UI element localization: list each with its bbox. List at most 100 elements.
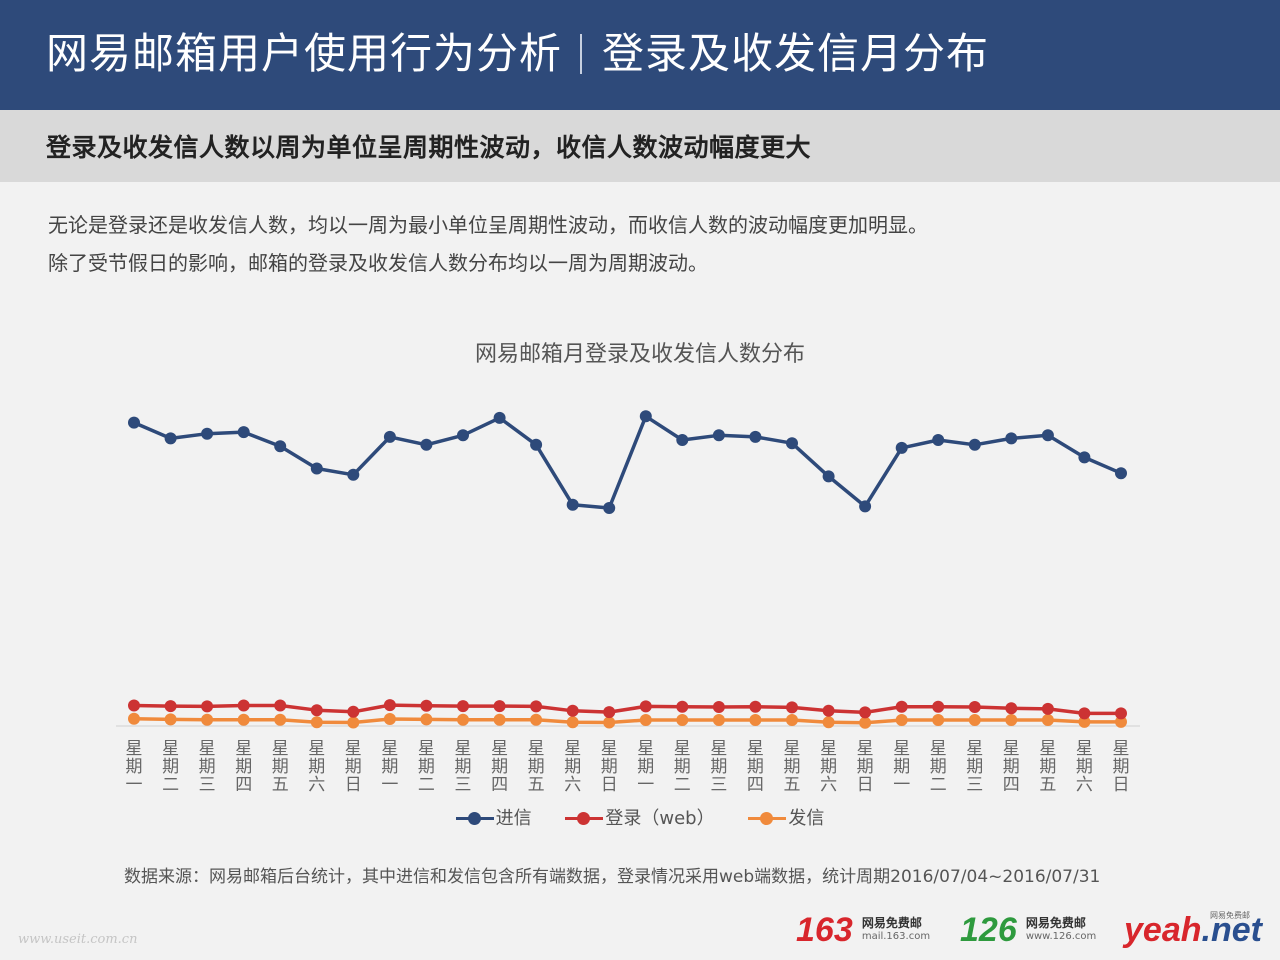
series-line-0: [133, 414, 1122, 510]
x-tick-label: 星期二: [162, 739, 179, 795]
x-tick-label: 星期四: [747, 739, 764, 795]
x-tick-label: 星期六: [820, 739, 837, 795]
series-line-1: [133, 703, 1121, 716]
x-tick-label: 星期六: [564, 739, 581, 795]
data-point-s0-2: [201, 427, 214, 440]
page-title: 网易邮箱用户使用行为分析 登录及收发信月分布: [46, 26, 989, 82]
data-point-s2-4: [274, 713, 287, 726]
data-point-s0-6: [347, 468, 360, 481]
data-point-s0-3: [237, 426, 250, 439]
logo-126-text: 网易免费邮 www.126.com: [1026, 916, 1096, 944]
data-point-s1-22: [932, 700, 945, 713]
data-point-s1-5: [310, 704, 323, 717]
description-line-2: 除了受节假日的影响，邮箱的登录及收发信人数分布均以一周为周期波动。: [48, 251, 708, 275]
data-point-s0-23: [968, 438, 981, 451]
data-point-s1-27: [1115, 707, 1127, 720]
logo-yeah-part1: yeah: [1124, 911, 1202, 949]
x-tick-label: 星期一: [126, 739, 143, 795]
data-point-s1-23: [968, 701, 981, 713]
title-divider: [580, 34, 583, 74]
data-point-s2-13: [603, 716, 616, 729]
x-tick-label: 星期三: [455, 739, 472, 795]
logo-126-mail[interactable]: 126 网易免费邮 www.126.com: [960, 910, 1096, 950]
legend-label-send: 发信: [788, 808, 825, 829]
data-point-s1-14: [639, 700, 652, 713]
legend-swatch-login: [565, 811, 604, 827]
logo-163-mail[interactable]: 163 网易免费邮 mail.163.com: [796, 910, 930, 950]
data-point-s2-20: [859, 716, 872, 729]
data-point-s1-16: [712, 701, 725, 713]
header-bar: 网易邮箱用户使用行为分析 登录及收发信月分布: [0, 0, 1280, 110]
data-point-s1-6: [347, 705, 360, 718]
data-point-s2-21: [895, 714, 908, 726]
data-point-s1-1: [164, 700, 177, 713]
data-point-s0-7: [383, 430, 396, 443]
data-point-s1-20: [859, 706, 872, 719]
x-tick-label: 星期六: [1076, 739, 1093, 795]
x-tick-label: 星期二: [418, 739, 435, 795]
data-point-s0-19: [822, 470, 835, 483]
data-point-s1-2: [201, 700, 214, 713]
data-point-s1-0: [128, 699, 140, 712]
data-point-s2-5: [310, 716, 323, 729]
data-point-s0-11: [530, 438, 543, 451]
data-point-s0-5: [310, 462, 323, 475]
description-line-1: 无论是登录还是收发信人数，均以一周为最小单位呈周期性波动，而收信人数的波动幅度更…: [48, 213, 928, 237]
data-point-s0-0: [128, 416, 140, 429]
logo-126-number: 126: [960, 911, 1017, 949]
x-tick-label: 星期三: [966, 739, 983, 795]
x-tick-label: 星期二: [930, 739, 947, 795]
data-point-s0-15: [676, 434, 689, 446]
data-point-s1-10: [493, 700, 506, 713]
legend-label-receive: 进信: [495, 808, 532, 829]
data-point-s1-8: [420, 699, 433, 712]
data-point-s2-14: [639, 714, 652, 726]
data-point-s1-11: [530, 700, 543, 713]
data-point-s2-26: [1078, 715, 1091, 728]
data-point-s1-21: [895, 700, 908, 713]
x-tick-label: 星期日: [857, 739, 874, 795]
subtitle-bar: 登录及收发信人数以周为单位呈周期性波动，收信人数波动幅度更大: [0, 110, 1280, 182]
data-point-s1-24: [1005, 702, 1018, 715]
x-tick-label: 星期五: [1039, 739, 1056, 795]
data-point-s1-25: [1041, 702, 1054, 715]
logo-163-text: 网易免费邮 mail.163.com: [862, 916, 930, 944]
x-tick-label: 星期日: [601, 739, 618, 795]
legend-swatch-receive: [455, 811, 494, 827]
subtitle-text: 登录及收发信人数以周为单位呈周期性波动，收信人数波动幅度更大: [46, 133, 812, 162]
data-point-s2-7: [383, 713, 396, 725]
logo-yeah-net[interactable]: yeah.net 网易免费邮: [1124, 910, 1262, 950]
x-tick-label: 星期二: [674, 739, 691, 795]
logo-yeah-part2: .net: [1201, 911, 1262, 949]
data-point-s0-8: [420, 438, 433, 451]
legend-swatch-send: [748, 811, 787, 827]
x-tick-label: 星期一: [381, 739, 398, 795]
chart-legend: 进信 登录（web） 发信: [0, 804, 1280, 830]
logo-yeah-tag: 网易免费邮: [1210, 911, 1250, 920]
x-tick-label: 星期六: [308, 739, 325, 795]
description: 无论是登录还是收发信人数，均以一周为最小单位呈周期性波动，而收信人数的波动幅度更…: [48, 206, 928, 282]
x-tick-label: 星期三: [199, 739, 216, 795]
legend-item-send: 发信: [748, 804, 824, 830]
x-tick-label: 星期四: [1003, 739, 1020, 795]
data-point-s2-23: [968, 714, 981, 726]
x-tick-label: 星期一: [637, 739, 654, 795]
x-tick-label: 星期日: [1113, 739, 1130, 795]
data-point-s0-21: [895, 441, 908, 454]
data-point-s1-4: [274, 699, 287, 712]
data-point-s2-18: [786, 714, 798, 726]
data-point-s1-15: [676, 700, 689, 713]
data-point-s2-11: [530, 713, 543, 726]
data-point-s2-27: [1115, 715, 1127, 728]
data-point-s0-22: [932, 434, 945, 446]
data-point-s0-17: [749, 430, 762, 443]
page-title-main: 网易邮箱用户使用行为分析: [46, 29, 563, 78]
data-point-s2-1: [164, 713, 177, 726]
legend-label-login: 登录（web）: [605, 808, 715, 829]
data-point-s0-12: [566, 498, 579, 511]
data-point-s0-16: [712, 429, 725, 442]
data-point-s2-24: [1005, 714, 1018, 726]
x-tick-label: 星期日: [345, 739, 362, 795]
x-tick-label: 星期五: [784, 739, 801, 795]
x-tick-label: 星期一: [893, 739, 910, 795]
